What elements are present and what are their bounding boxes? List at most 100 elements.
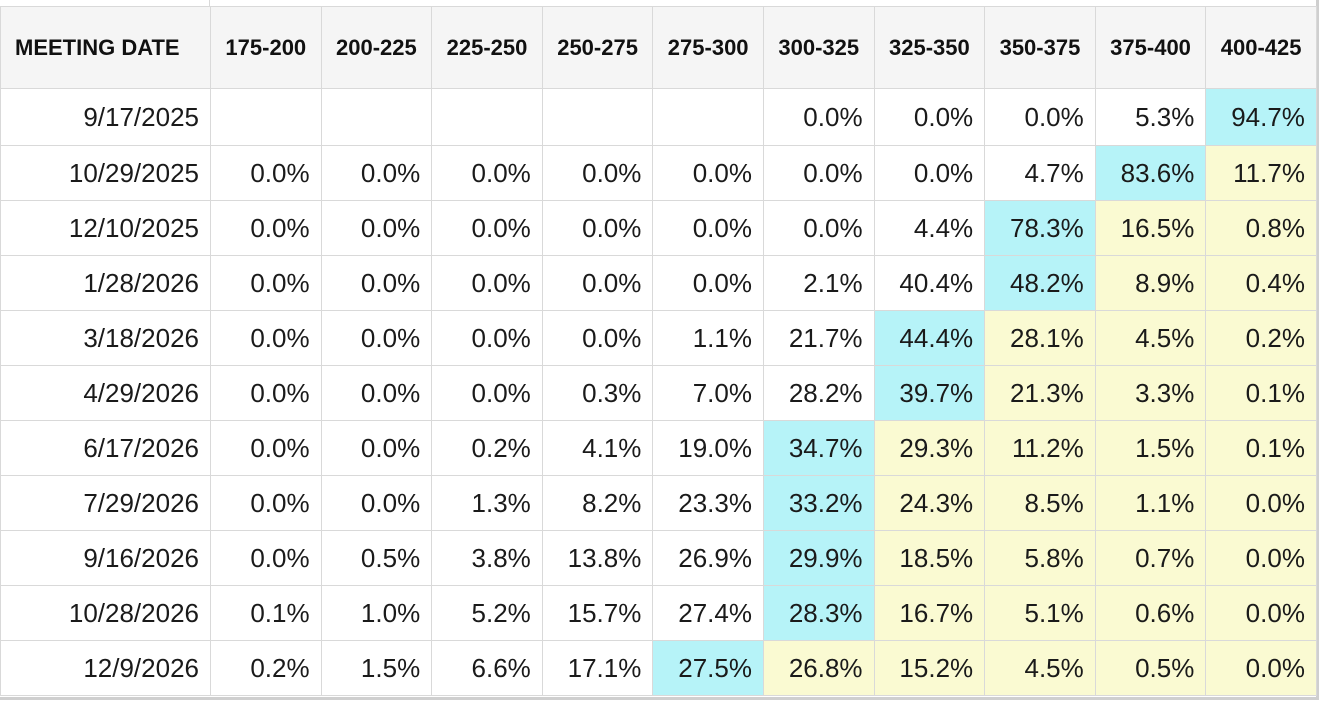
probability-cell: 4.5% [1094, 310, 1207, 366]
probability-cell: 94.7% [1205, 88, 1317, 146]
probability-cell: 5.8% [984, 530, 1096, 586]
probability-cell: 1.5% [320, 640, 433, 696]
probability-cell: 29.3% [873, 420, 986, 476]
column-header-bin: 325-350 [873, 6, 986, 89]
meeting-date-cell: 9/16/2026 [0, 530, 211, 586]
probability-cell: 0.0% [320, 255, 433, 311]
probability-cell: 0.0% [431, 145, 543, 201]
probability-table: MEETING DATE 175-200 200-225 225-250 250… [0, 6, 1317, 696]
probability-cell: 0.0% [541, 255, 654, 311]
probability-cell: 0.0% [1205, 530, 1317, 586]
probability-cell: 0.0% [431, 200, 543, 256]
probability-cell: 8.2% [541, 475, 654, 531]
table-body: 9/17/2025 0.0% 0.0% 0.0% 5.3% 94.7% 10/29/2025… [0, 88, 1317, 696]
probability-cell: 0.1% [1205, 365, 1317, 421]
column-header-bin: 175-200 [210, 6, 322, 89]
probability-cell: 29.9% [762, 530, 875, 586]
probability-cell: 6.6% [431, 640, 543, 696]
probability-cell: 0.0% [873, 88, 986, 146]
probability-cell: 1.0% [320, 585, 433, 641]
probability-cell: 0.0% [210, 530, 322, 586]
probability-cell: 11.2% [984, 420, 1096, 476]
probability-cell: 0.0% [984, 88, 1096, 146]
meeting-date-cell: 10/29/2025 [0, 145, 211, 201]
probability-cell: 0.0% [210, 200, 322, 256]
table-row: 6/17/2026 0.0% 0.0% 0.2% 4.1% 19.0% 34.7% 29.3%… [0, 420, 1317, 476]
probability-cell: 18.5% [873, 530, 986, 586]
probability-cell: 0.2% [431, 420, 543, 476]
probability-cell: 0.0% [1205, 585, 1317, 641]
top-strip-divider [209, 0, 210, 6]
table-row: 12/9/2026 0.2% 1.5% 6.6% 17.1% 27.5% 26.8% 15.2… [0, 640, 1317, 696]
probability-cell: 15.2% [873, 640, 986, 696]
probability-cell: 1.1% [1094, 475, 1207, 531]
meeting-date-cell: 12/10/2025 [0, 200, 211, 256]
meeting-date-cell: 9/17/2025 [0, 88, 211, 146]
probability-cell: 28.2% [762, 365, 875, 421]
column-header-bin: 250-275 [541, 6, 654, 89]
meeting-date-cell: 7/29/2026 [0, 475, 211, 531]
probability-cell: 11.7% [1205, 145, 1317, 201]
probability-cell: 0.5% [1094, 640, 1207, 696]
header-row: MEETING DATE 175-200 200-225 225-250 250… [0, 6, 1317, 89]
column-header-bin: 300-325 [762, 6, 875, 89]
probability-cell: 0.2% [1205, 310, 1317, 366]
probability-cell: 0.0% [210, 420, 322, 476]
probability-cell: 26.9% [652, 530, 764, 586]
probability-cell: 0.0% [652, 200, 764, 256]
probability-cell: 0.8% [1205, 200, 1317, 256]
probability-cell [210, 88, 322, 146]
probability-cell: 39.7% [873, 365, 986, 421]
probability-cell: 15.7% [541, 585, 654, 641]
table-row: 3/18/2026 0.0% 0.0% 0.0% 0.0% 1.1% 21.7% 44.4% 2… [0, 310, 1317, 366]
probability-cell: 8.9% [1094, 255, 1207, 311]
top-strip [0, 0, 1316, 6]
column-header-bin: 400-425 [1205, 6, 1317, 89]
probability-cell: 4.5% [984, 640, 1096, 696]
probability-cell: 0.1% [1205, 420, 1317, 476]
probability-cell: 21.7% [762, 310, 875, 366]
probability-cell: 0.0% [762, 145, 875, 201]
probability-cell: 0.0% [431, 365, 543, 421]
probability-cell: 1.5% [1094, 420, 1207, 476]
probability-cell: 27.4% [652, 585, 764, 641]
probability-cell: 16.5% [1094, 200, 1207, 256]
table-row: 7/29/2026 0.0% 0.0% 1.3% 8.2% 23.3% 33.2% 24.3%… [0, 475, 1317, 531]
probability-cell: 0.0% [320, 200, 433, 256]
table-row: 10/28/2026 0.1% 1.0% 5.2% 15.7% 27.4% 28.3% 16.… [0, 585, 1317, 641]
probability-cell: 0.0% [210, 255, 322, 311]
meeting-date-cell: 3/18/2026 [0, 310, 211, 366]
probability-cell: 0.7% [1094, 530, 1207, 586]
meeting-date-cell: 10/28/2026 [0, 585, 211, 641]
probability-cell: 2.1% [762, 255, 875, 311]
probability-cell: 44.4% [873, 310, 986, 366]
probability-cell: 0.2% [210, 640, 322, 696]
column-header-bin: 275-300 [652, 6, 764, 89]
probability-cell [652, 88, 764, 146]
probability-cell: 0.0% [541, 145, 654, 201]
probability-cell: 5.1% [984, 585, 1096, 641]
table-row: 4/29/2026 0.0% 0.0% 0.0% 0.3% 7.0% 28.2% 39.7% 2… [0, 365, 1317, 421]
probability-cell: 28.3% [762, 585, 875, 641]
probability-cell: 40.4% [873, 255, 986, 311]
probability-cell: 0.0% [541, 310, 654, 366]
probability-cell: 28.1% [984, 310, 1096, 366]
probability-cell: 23.3% [652, 475, 764, 531]
probability-cell: 48.2% [984, 255, 1096, 311]
probability-cell: 7.0% [652, 365, 764, 421]
table-row: 9/17/2025 0.0% 0.0% 0.0% 5.3% 94.7% [0, 88, 1317, 146]
probability-cell: 4.7% [984, 145, 1096, 201]
probability-cell: 1.3% [431, 475, 543, 531]
table-row: 1/28/2026 0.0% 0.0% 0.0% 0.0% 0.0% 2.1% 40.4% 48… [0, 255, 1317, 311]
probability-cell: 3.8% [431, 530, 543, 586]
meeting-date-cell: 12/9/2026 [0, 640, 211, 696]
probability-cell: 33.2% [762, 475, 875, 531]
probability-cell: 1.1% [652, 310, 764, 366]
probability-cell: 0.0% [652, 255, 764, 311]
probability-cell: 0.0% [320, 420, 433, 476]
probability-cell: 0.4% [1205, 255, 1317, 311]
probability-cell: 19.0% [652, 420, 764, 476]
probability-cell: 0.0% [431, 255, 543, 311]
meeting-date-cell: 6/17/2026 [0, 420, 211, 476]
probability-cell: 5.3% [1094, 88, 1207, 146]
